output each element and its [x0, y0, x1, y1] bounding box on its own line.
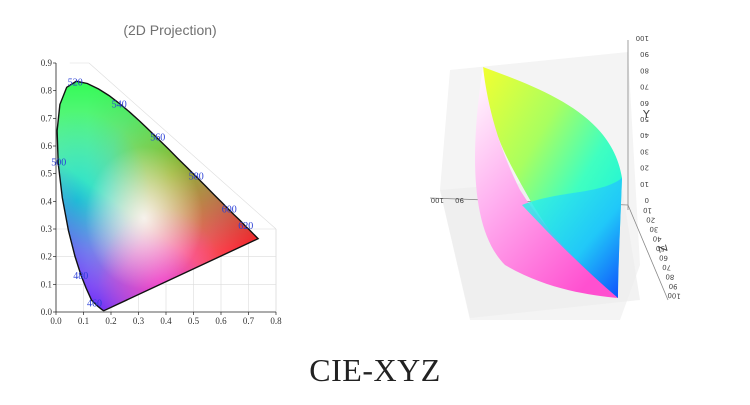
x-tick-label: 0.0 [50, 316, 62, 326]
x-tick-label: 0.6 [215, 316, 227, 326]
x-tick-label: 0.5 [188, 316, 200, 326]
surface-front [522, 178, 622, 298]
z-tick-label-3d: 40 [652, 234, 662, 243]
y-tick-label-3d: 60 [640, 99, 649, 107]
x-tick-label-3d: 90 [455, 196, 464, 204]
z-tick-label-3d: 60 [659, 253, 669, 262]
axis-3d-labels: 1009080706050403020100102030405060708090… [431, 34, 682, 300]
subtitle: (2D Projection) [123, 22, 217, 38]
y-tick-label: 0.2 [41, 252, 52, 262]
y-tick-label-3d: 40 [640, 131, 649, 139]
z-axis-label: Z [655, 243, 670, 254]
y-tick-label: 0.3 [41, 224, 53, 234]
x-tick-label: 0.3 [133, 316, 145, 326]
z-tick-label-3d: 70 [662, 263, 672, 272]
z-tick-label-3d: 100 [667, 291, 681, 300]
spectral-locus [56, 80, 260, 312]
x-tick-label: 0.4 [160, 316, 172, 326]
surface-left [475, 67, 618, 298]
y-tick-labels: 0.0 0.1 0.2 0.3 0.4 0.5 0.6 0.7 0.8 0.9 [41, 58, 56, 317]
z-tick-label-3d: 50 [656, 244, 666, 253]
z-tick-label-3d: 80 [665, 272, 675, 281]
wavelength-label: 500 [51, 158, 66, 169]
x-tick-label: 0.8 [270, 316, 282, 326]
z-tick-label-3d: 20 [646, 215, 656, 224]
y-tick-label: 0.7 [41, 113, 53, 123]
y-tick-label-3d: 30 [640, 147, 649, 155]
chromaticity-diagram: 0.0 0.1 0.2 0.3 0.4 0.5 0.6 0.7 0.8 0.0 0.1 0.2 0.3… [41, 58, 282, 326]
wavelength-label: 600 [222, 205, 237, 216]
y-tick-label: 0.9 [41, 58, 53, 68]
z-tick-label-3d: 30 [649, 225, 659, 234]
y-tick-label-3d: 50 [640, 115, 649, 123]
wavelength-label: 540 [112, 100, 127, 111]
x-tick-label-3d: 100 [431, 196, 444, 204]
y-tick-label: 0.1 [41, 279, 52, 289]
wavelength-label: 480 [73, 271, 88, 282]
x-tick-label: 0.2 [105, 316, 116, 326]
y-tick-label-3d: 100 [636, 34, 649, 42]
z-tick-label-3d: 10 [643, 206, 653, 215]
gridline-diag [88, 62, 277, 230]
x-tick-label: 0.1 [78, 316, 89, 326]
y-tick-label: 0.5 [41, 169, 53, 179]
y-tick-label: 0.0 [41, 307, 53, 317]
y-tick-label-3d: 20 [640, 164, 649, 172]
y-tick-label-3d: 90 [640, 50, 649, 58]
wavelength-label: 620 [238, 221, 253, 232]
y-tick-label-3d: 0 [645, 196, 649, 204]
wavelength-label: 580 [189, 171, 204, 182]
z-tick-label-3d: 90 [668, 282, 678, 291]
z-axis-line [627, 204, 669, 301]
xyz-3d-solid: 1009080706050403020100102030405060708090… [429, 34, 682, 320]
y-axis-label: Y [642, 108, 650, 121]
x-tick-labels: 0.0 0.1 0.2 0.3 0.4 0.5 0.6 0.7 0.8 [50, 312, 282, 326]
title: CIE-XYZ [309, 352, 441, 388]
y-tick-label-3d: 70 [640, 83, 649, 91]
y-tick-label: 0.8 [41, 86, 53, 96]
y-tick-label: 0.6 [41, 141, 53, 151]
x-tick-label: 0.7 [243, 316, 255, 326]
y-tick-label-3d: 80 [640, 66, 649, 74]
y-tick-label: 0.4 [41, 196, 53, 206]
wavelength-label: 560 [150, 133, 165, 144]
y-tick-label-3d: 10 [640, 180, 649, 188]
wavelength-label: 460 [87, 299, 102, 310]
wavelength-label: 520 [68, 77, 83, 88]
